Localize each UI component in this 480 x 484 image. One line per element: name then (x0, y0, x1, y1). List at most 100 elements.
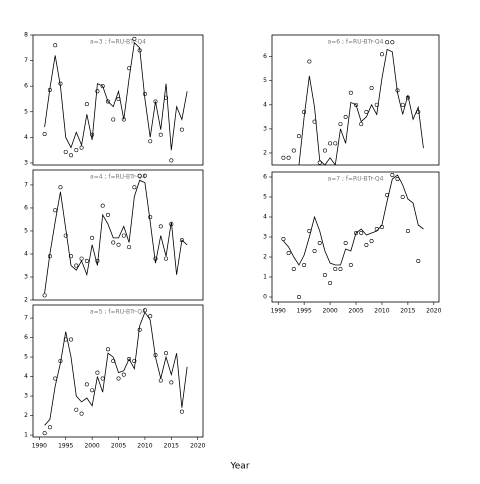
y-tick-label: 5 (263, 77, 267, 84)
panel-frame (32, 304, 204, 438)
x-tick-label: 2015 (164, 443, 179, 450)
y-tick-label: 5 (263, 194, 267, 201)
observed-point (416, 110, 421, 115)
panel-title: a=7 ; f=RU-BTr-Q4 (328, 176, 384, 183)
fitted-line (44, 179, 188, 294)
x-tick-label: 2000 (322, 308, 337, 315)
observed-point (127, 357, 132, 362)
observed-point (74, 148, 79, 153)
observed-point (369, 239, 374, 244)
y-tick-label: 1 (24, 432, 28, 439)
x-tick-label: 2010 (374, 308, 389, 315)
observed-point (153, 256, 158, 261)
observed-point (132, 358, 137, 363)
x-tick-label: 2000 (84, 443, 99, 450)
y-tick-label: 4 (24, 250, 28, 257)
observed-point (105, 347, 110, 352)
observed-point (116, 96, 121, 101)
observed-point (53, 376, 58, 381)
observed-point (84, 102, 89, 107)
panel-title: a=4 ; f=RU-BTr-Q4 (90, 174, 146, 181)
observed-point (312, 249, 317, 254)
observed-point (116, 376, 121, 381)
observed-point (100, 84, 105, 89)
observed-point (322, 148, 327, 153)
observed-point (164, 256, 169, 261)
observed-point (42, 293, 47, 298)
y-tick-label: 1 (263, 274, 267, 281)
observed-point (312, 119, 317, 124)
observed-point (111, 358, 116, 363)
y-tick-label: 5 (24, 354, 28, 361)
observed-point (58, 185, 63, 190)
observed-point (338, 266, 343, 271)
observed-point (127, 66, 132, 71)
y-tick-label: 6 (24, 83, 28, 90)
observed-point (42, 431, 47, 436)
y-tick-label: 3 (24, 393, 28, 400)
observed-point (58, 358, 63, 363)
y-tick-label: 3 (24, 159, 28, 166)
observed-point (69, 254, 74, 259)
observed-point (385, 193, 390, 198)
observed-point (328, 141, 333, 146)
observed-point (63, 337, 68, 342)
x-tick-label: 2020 (426, 308, 441, 315)
observed-point (354, 231, 359, 236)
observed-point (169, 380, 174, 385)
x-tick-label: 2020 (190, 443, 205, 450)
observed-point (95, 370, 100, 375)
panel-frame (271, 34, 440, 166)
observed-point (95, 89, 100, 94)
y-tick-label: 6 (263, 174, 267, 181)
y-tick-label: 4 (263, 214, 267, 221)
observed-point (364, 110, 369, 115)
y-tick-label: 2 (263, 254, 267, 261)
observed-point (153, 353, 158, 358)
observed-point (105, 99, 110, 104)
observed-point (148, 215, 153, 220)
observed-point (90, 132, 95, 137)
observed-point (47, 88, 52, 93)
x-tick-label: 2015 (400, 308, 415, 315)
y-tick-label: 4 (263, 101, 267, 108)
observed-point (317, 241, 322, 246)
observed-point (158, 378, 163, 383)
panel: a=4 ; f=RU-BTr-Q4 2 3 4 5 6 7 (24, 169, 204, 304)
observed-point (390, 40, 395, 45)
y-tick-label: 5 (24, 108, 28, 115)
observed-point (84, 382, 89, 387)
observed-point (53, 43, 58, 48)
observed-point (132, 185, 137, 190)
observed-point (169, 222, 174, 227)
panel-frame (32, 34, 204, 166)
observed-point (53, 208, 58, 213)
fitted-line (298, 48, 424, 165)
observed-point (74, 263, 79, 268)
x-tick-label: 1995 (297, 308, 312, 315)
observed-point (148, 139, 153, 144)
observed-point (153, 99, 158, 104)
observed-point (121, 372, 126, 377)
observed-point (79, 256, 84, 261)
x-tick-label: 1995 (58, 443, 73, 450)
observed-point (302, 262, 307, 267)
observed-point (116, 242, 121, 247)
observed-point (343, 114, 348, 119)
observed-point (395, 88, 400, 93)
observed-point (137, 48, 142, 53)
observed-point (333, 266, 338, 271)
observed-point (90, 235, 95, 240)
observed-point (364, 243, 369, 248)
y-tick-label: 4 (24, 373, 28, 380)
observed-point (179, 409, 184, 414)
x-tick-label: 2005 (111, 443, 126, 450)
observed-point (79, 411, 84, 416)
observed-point (317, 160, 322, 165)
observed-point (354, 102, 359, 107)
observed-point (47, 425, 52, 430)
y-tick-label: 7 (24, 315, 28, 322)
observed-point (105, 212, 110, 217)
observed-point (291, 266, 296, 271)
observed-point (296, 134, 301, 139)
